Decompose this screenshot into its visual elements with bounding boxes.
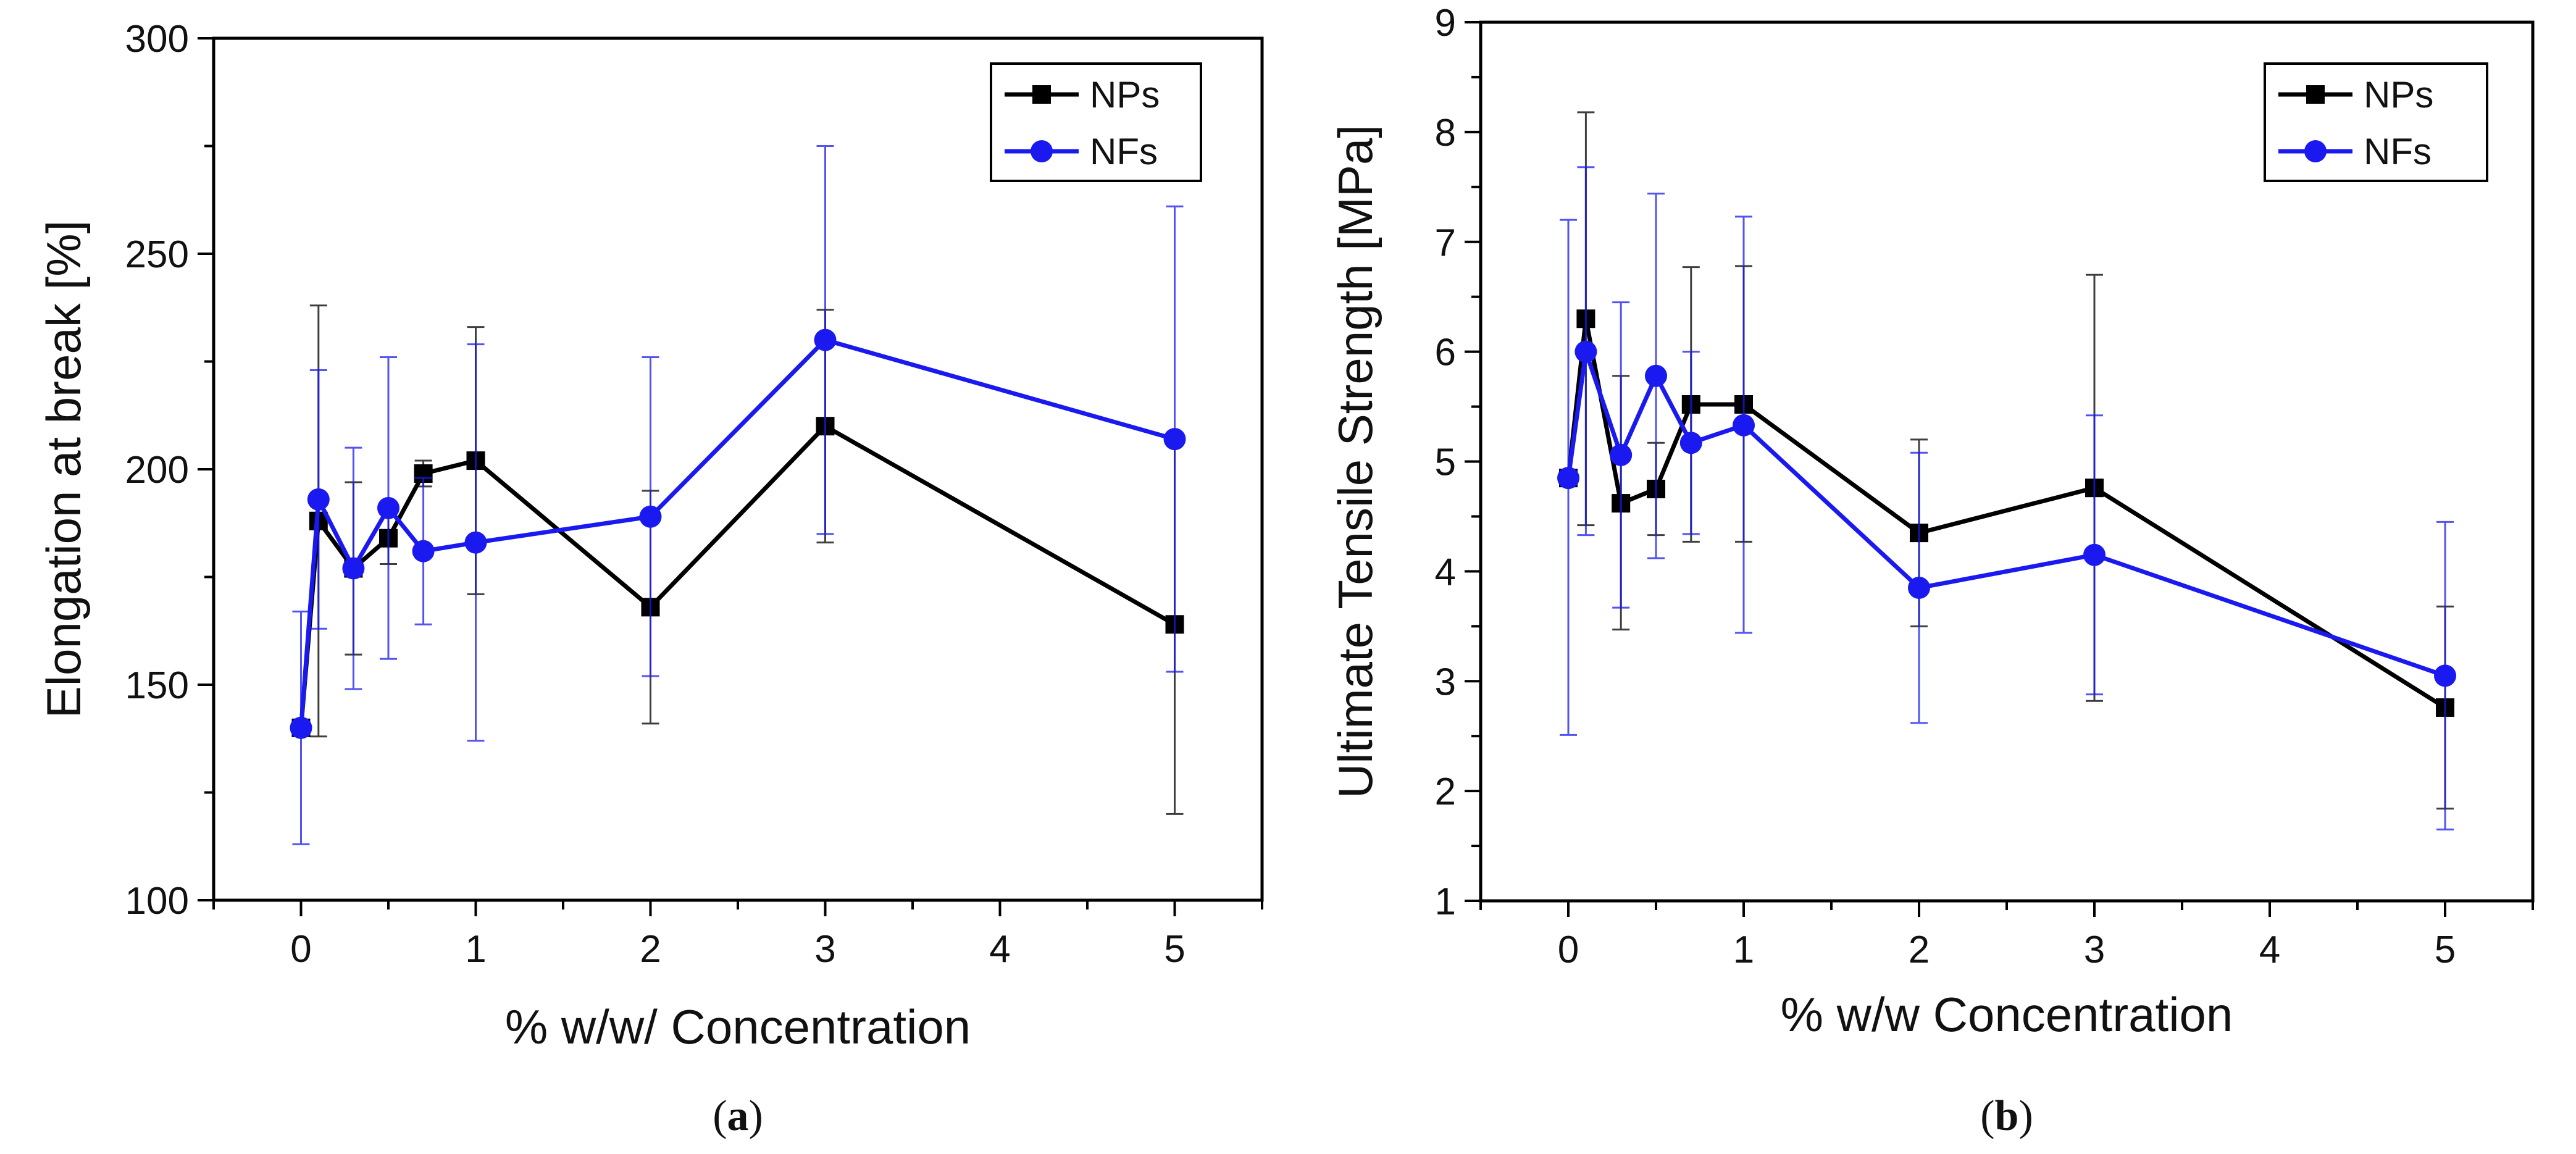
x-tick-label: 5 [1164,928,1185,971]
series-nps [1559,111,2454,810]
y-tick-label: 7 [1435,222,1456,264]
data-point [464,531,487,554]
legend-item-nps: NPs [1005,74,1160,115]
panel-label-open: ( [1980,1092,1994,1140]
y-tick-label: 2 [1435,771,1456,813]
panel-label: (a) [713,1092,763,1140]
data-point [814,328,837,351]
legend-marker [1032,85,1051,104]
legend-marker [2304,140,2327,162]
panel-label-close: ) [2018,1092,2033,1140]
data-point [1733,414,1755,437]
data-point [1557,467,1579,490]
y-axis-title: Elongation at break [%] [36,220,91,719]
x-tick-label: 4 [989,928,1010,971]
series-nfs [290,145,1186,845]
legend-marker [1031,140,1053,162]
y-tick-label: 100 [125,880,189,922]
y-tick-label: 4 [1435,551,1456,593]
data-point [1574,340,1597,363]
x-tick-label: 1 [465,928,486,971]
legend-label: NPs [1090,74,1160,115]
x-tick-label: 1 [1733,929,1754,971]
data-point [2083,543,2106,566]
data-point [1645,364,1667,387]
data-point [342,557,365,580]
x-tick-label: 2 [1909,929,1930,971]
data-point [1908,577,1930,600]
legend-label: NFs [2364,131,2432,172]
x-tick-label: 4 [2259,929,2280,971]
legend: NPs NFs [990,62,1202,182]
y-tick-label: 150 [125,664,189,707]
series-line [1566,316,2446,709]
y-tick-label: 6 [1435,332,1456,374]
y-axis-title: Ultimate Tensile Strength [MPa] [1328,125,1382,798]
data-point [1679,432,1702,454]
y-tick-label: 8 [1435,112,1456,154]
legend: NPs NFs [2264,62,2488,182]
panel-label-letter: b [1995,1092,2019,1140]
y-tick-label: 300 [125,18,189,61]
chart-a: 0 1 2 3 4 5 100 150 200 250 300 % w/w/ Concentratio… [36,18,1264,1140]
panel-label: (b) [1980,1092,2033,1140]
x-axis-title: % w/w Concentration [1781,987,2233,1042]
panel-label-letter: a [727,1092,749,1140]
data-point [639,505,662,528]
data-point [412,540,435,562]
data-point [307,488,330,511]
legend-item-nfs: NFs [2278,131,2432,172]
legend-item-nfs: NFs [1005,131,1158,172]
series-nfs [1557,166,2456,830]
y-tick-label: 250 [125,233,189,276]
panel-label-close: ) [749,1092,763,1140]
legend-box [2264,62,2488,182]
data-point [1163,428,1186,451]
series-line [299,338,1176,729]
panel-label-open: ( [713,1092,727,1140]
x-tick-label: 0 [1558,929,1579,971]
x-tick-label: 3 [814,928,835,971]
y-tick-label: 5 [1435,441,1456,484]
data-point [290,716,312,739]
chart-b: 0 1 2 3 4 5 1 2 3 4 5 6 7 8 9 % w/w Concentration Ultima… [1328,2,2535,1140]
x-tick-label: 5 [2435,929,2456,971]
legend-label: NFs [1090,131,1158,172]
y-tick-label: 9 [1435,2,1456,44]
legend-box [990,62,1202,182]
x-tick-label: 3 [2084,929,2105,971]
x-tick-label: 0 [290,928,311,971]
y-tick-label: 200 [125,449,189,491]
legend-marker [2306,85,2325,104]
legend-label: NPs [2364,74,2433,115]
x-tick-label: 2 [640,928,661,971]
data-point [1610,443,1633,466]
y-tick-label: 3 [1435,661,1456,703]
y-tick-label: 1 [1435,880,1456,923]
legend-item-nps: NPs [2278,74,2433,115]
data-point [377,496,399,519]
x-axis-title: % w/w/ Concentration [505,1000,971,1054]
data-point [2434,664,2456,687]
